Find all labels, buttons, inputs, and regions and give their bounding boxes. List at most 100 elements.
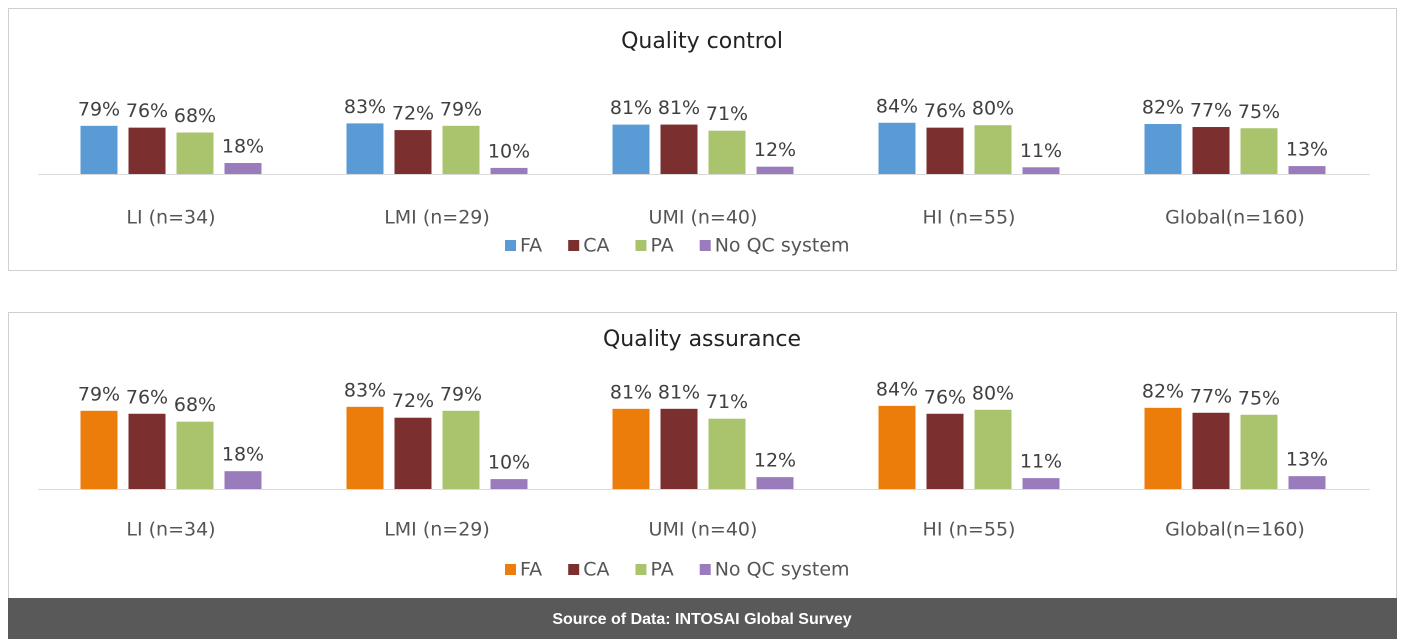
bar: [442, 125, 480, 174]
data-label: 82%: [1142, 380, 1184, 402]
legend-label: No QC system: [715, 559, 850, 581]
legend-label: CA: [583, 559, 609, 581]
data-label: 12%: [754, 450, 796, 472]
legend-swatch: [568, 564, 580, 575]
bar: [1022, 167, 1060, 174]
data-label: 75%: [1238, 101, 1280, 123]
bar: [878, 122, 916, 174]
bar: [974, 125, 1012, 174]
chart-title: Quality assurance: [603, 327, 801, 352]
bar: [128, 127, 166, 174]
bar: [878, 405, 916, 489]
footer-bar: [8, 598, 1397, 639]
bar: [80, 410, 118, 489]
data-label: 68%: [174, 394, 216, 416]
bar: [660, 408, 698, 489]
x-tick-label: LMI (n=29): [384, 519, 490, 541]
bar: [708, 418, 746, 489]
legend-label: No QC system: [715, 235, 850, 257]
data-label: 79%: [78, 98, 120, 120]
data-label: 72%: [392, 390, 434, 412]
x-tick-label: LI (n=34): [126, 207, 215, 229]
data-label: 80%: [972, 382, 1014, 404]
bar: [1144, 123, 1182, 174]
footer-text: Source of Data: INTOSAI Global Survey: [552, 611, 851, 628]
bar: [756, 166, 794, 174]
data-label: 68%: [174, 105, 216, 127]
legend-swatch: [635, 240, 647, 251]
bar: [176, 421, 214, 489]
data-label: 77%: [1190, 100, 1232, 122]
legend-swatch: [505, 564, 516, 575]
bar: [1288, 476, 1326, 489]
bar: [612, 124, 650, 174]
data-label: 71%: [706, 103, 748, 125]
bar: [442, 410, 480, 489]
data-label: 80%: [972, 98, 1014, 120]
bar: [1192, 412, 1230, 489]
chart-frame: [8, 312, 1397, 599]
legend-label: FA: [520, 235, 542, 257]
x-tick-label: Global(n=160): [1165, 519, 1305, 541]
x-tick-label: UMI (n=40): [649, 207, 758, 229]
data-label: 72%: [392, 103, 434, 125]
legend-swatch: [699, 564, 711, 575]
bar: [176, 132, 214, 174]
data-label: 76%: [126, 386, 168, 408]
data-label: 82%: [1142, 96, 1184, 118]
data-label: 71%: [706, 391, 748, 413]
bar: [974, 409, 1012, 489]
bar: [926, 413, 964, 489]
bar: [346, 406, 384, 489]
bar: [926, 127, 964, 174]
bar: [394, 130, 432, 174]
data-label: 13%: [1286, 139, 1328, 161]
bar: [612, 408, 650, 489]
chart-title: Quality control: [621, 29, 783, 54]
data-label: 79%: [78, 383, 120, 405]
data-label: 10%: [488, 452, 530, 474]
data-label: 83%: [344, 379, 386, 401]
bar: [1144, 407, 1182, 489]
bar: [490, 167, 528, 174]
bar: [224, 163, 262, 174]
data-label: 76%: [924, 100, 966, 122]
data-label: 11%: [1020, 140, 1062, 162]
legend-label: CA: [583, 235, 609, 257]
data-label: 13%: [1286, 449, 1328, 471]
legend-swatch: [635, 564, 647, 575]
data-label: 81%: [658, 97, 700, 119]
data-label: 81%: [610, 381, 652, 403]
data-label: 79%: [440, 98, 482, 120]
data-label: 11%: [1020, 451, 1062, 473]
data-label: 79%: [440, 383, 482, 405]
bar: [490, 479, 528, 489]
legend-swatch: [568, 240, 580, 251]
data-label: 76%: [924, 386, 966, 408]
data-label: 77%: [1190, 385, 1232, 407]
x-tick-label: Global(n=160): [1165, 207, 1305, 229]
x-tick-label: LMI (n=29): [384, 207, 490, 229]
bar: [1192, 127, 1230, 174]
data-label: 81%: [610, 97, 652, 119]
data-label: 18%: [222, 136, 264, 158]
legend-label: FA: [520, 559, 542, 581]
bar: [346, 123, 384, 174]
bar: [1022, 478, 1060, 489]
legend-label: PA: [650, 559, 673, 581]
legend-swatch: [505, 240, 516, 251]
x-tick-label: UMI (n=40): [649, 519, 758, 541]
bar: [708, 130, 746, 174]
data-label: 83%: [344, 96, 386, 118]
legend-label: PA: [650, 235, 673, 257]
data-label: 75%: [1238, 387, 1280, 409]
bar: [660, 124, 698, 174]
bar: [394, 417, 432, 489]
x-tick-label: HI (n=55): [923, 207, 1016, 229]
data-label: 81%: [658, 381, 700, 403]
bar: [128, 413, 166, 489]
data-label: 10%: [488, 140, 530, 162]
legend-swatch: [699, 240, 711, 251]
data-label: 12%: [754, 139, 796, 161]
